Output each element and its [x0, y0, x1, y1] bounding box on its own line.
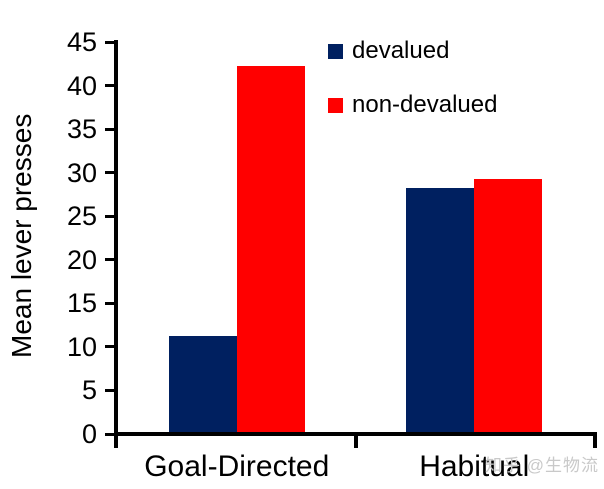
- y-axis-tick: [105, 84, 114, 88]
- legend-item-devalued: devalued: [328, 36, 497, 66]
- legend-item-non-devalued: non-devalued: [328, 90, 497, 120]
- y-tick-label: 35: [66, 114, 97, 145]
- y-axis-tick: [105, 301, 114, 305]
- y-tick-label: 45: [66, 27, 97, 57]
- y-axis-tick: [105, 127, 114, 131]
- y-axis-tick: [105, 388, 114, 392]
- y-tick-label: 0: [81, 419, 97, 449]
- y-axis-tick: [105, 214, 114, 218]
- watermark: 知乎 @生物流: [485, 456, 599, 475]
- legend: devalued non-devalued: [328, 36, 497, 144]
- x-axis-tick: [114, 432, 118, 448]
- x-axis-tick: [593, 432, 597, 448]
- y-tick-label: 10: [66, 331, 97, 362]
- legend-swatch-non-devalued: [328, 97, 343, 113]
- y-axis-tick: [105, 258, 114, 262]
- y-axis-tick: [105, 171, 114, 175]
- y-axis-tick: [105, 432, 114, 436]
- x-category-label-goal-directed: Goal-Directed: [144, 450, 330, 483]
- y-axis-tick: [105, 40, 114, 44]
- bar-habitual-devalued: [406, 188, 475, 432]
- y-tick-label: 5: [81, 375, 97, 406]
- bar-goal-directed-non-devalued: [236, 66, 305, 432]
- bar-goal-directed-devalued: [168, 336, 237, 432]
- bar-habitual-non-devalued: [474, 179, 543, 432]
- legend-label-devalued: devalued: [352, 37, 450, 64]
- y-axis-line: [114, 40, 118, 436]
- x-category-label-habitual: Habitual: [419, 450, 530, 483]
- legend-swatch-devalued: [328, 43, 343, 59]
- y-tick-label: 30: [66, 157, 97, 188]
- y-tick-label: 25: [66, 201, 97, 232]
- y-tick-label: 20: [66, 244, 97, 275]
- x-axis-tick: [353, 432, 358, 448]
- legend-label-non-devalued: non-devalued: [352, 91, 498, 118]
- y-axis-tick: [105, 345, 114, 349]
- y-tick-label: 40: [66, 70, 97, 101]
- y-tick-label: 15: [66, 288, 97, 319]
